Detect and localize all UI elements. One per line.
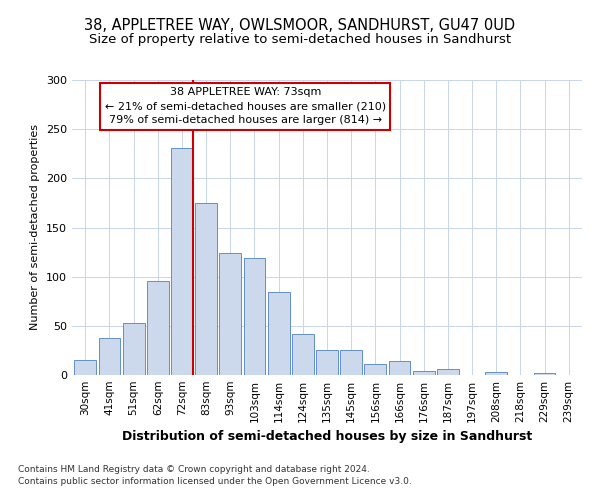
Text: 38, APPLETREE WAY, OWLSMOOR, SANDHURST, GU47 0UD: 38, APPLETREE WAY, OWLSMOOR, SANDHURST, … xyxy=(85,18,515,32)
Bar xyxy=(533,373,556,375)
Bar xyxy=(244,258,265,375)
Text: 38 APPLETREE WAY: 73sqm
← 21% of semi-detached houses are smaller (210)
79% of s: 38 APPLETREE WAY: 73sqm ← 21% of semi-de… xyxy=(105,88,386,126)
Bar xyxy=(98,338,121,375)
Y-axis label: Number of semi-detached properties: Number of semi-detached properties xyxy=(31,124,40,330)
Bar xyxy=(364,364,386,375)
Bar xyxy=(74,360,96,375)
Text: Contains public sector information licensed under the Open Government Licence v3: Contains public sector information licen… xyxy=(18,477,412,486)
Bar xyxy=(340,350,362,375)
Bar xyxy=(268,292,290,375)
Bar xyxy=(413,371,434,375)
Bar xyxy=(389,361,410,375)
X-axis label: Distribution of semi-detached houses by size in Sandhurst: Distribution of semi-detached houses by … xyxy=(122,430,532,444)
Bar xyxy=(195,203,217,375)
Bar xyxy=(292,334,314,375)
Text: Contains HM Land Registry data © Crown copyright and database right 2024.: Contains HM Land Registry data © Crown c… xyxy=(18,466,370,474)
Bar xyxy=(123,323,145,375)
Bar xyxy=(316,350,338,375)
Bar xyxy=(485,372,507,375)
Bar xyxy=(147,280,169,375)
Text: Size of property relative to semi-detached houses in Sandhurst: Size of property relative to semi-detach… xyxy=(89,32,511,46)
Bar xyxy=(437,369,459,375)
Bar xyxy=(171,148,193,375)
Bar xyxy=(220,253,241,375)
